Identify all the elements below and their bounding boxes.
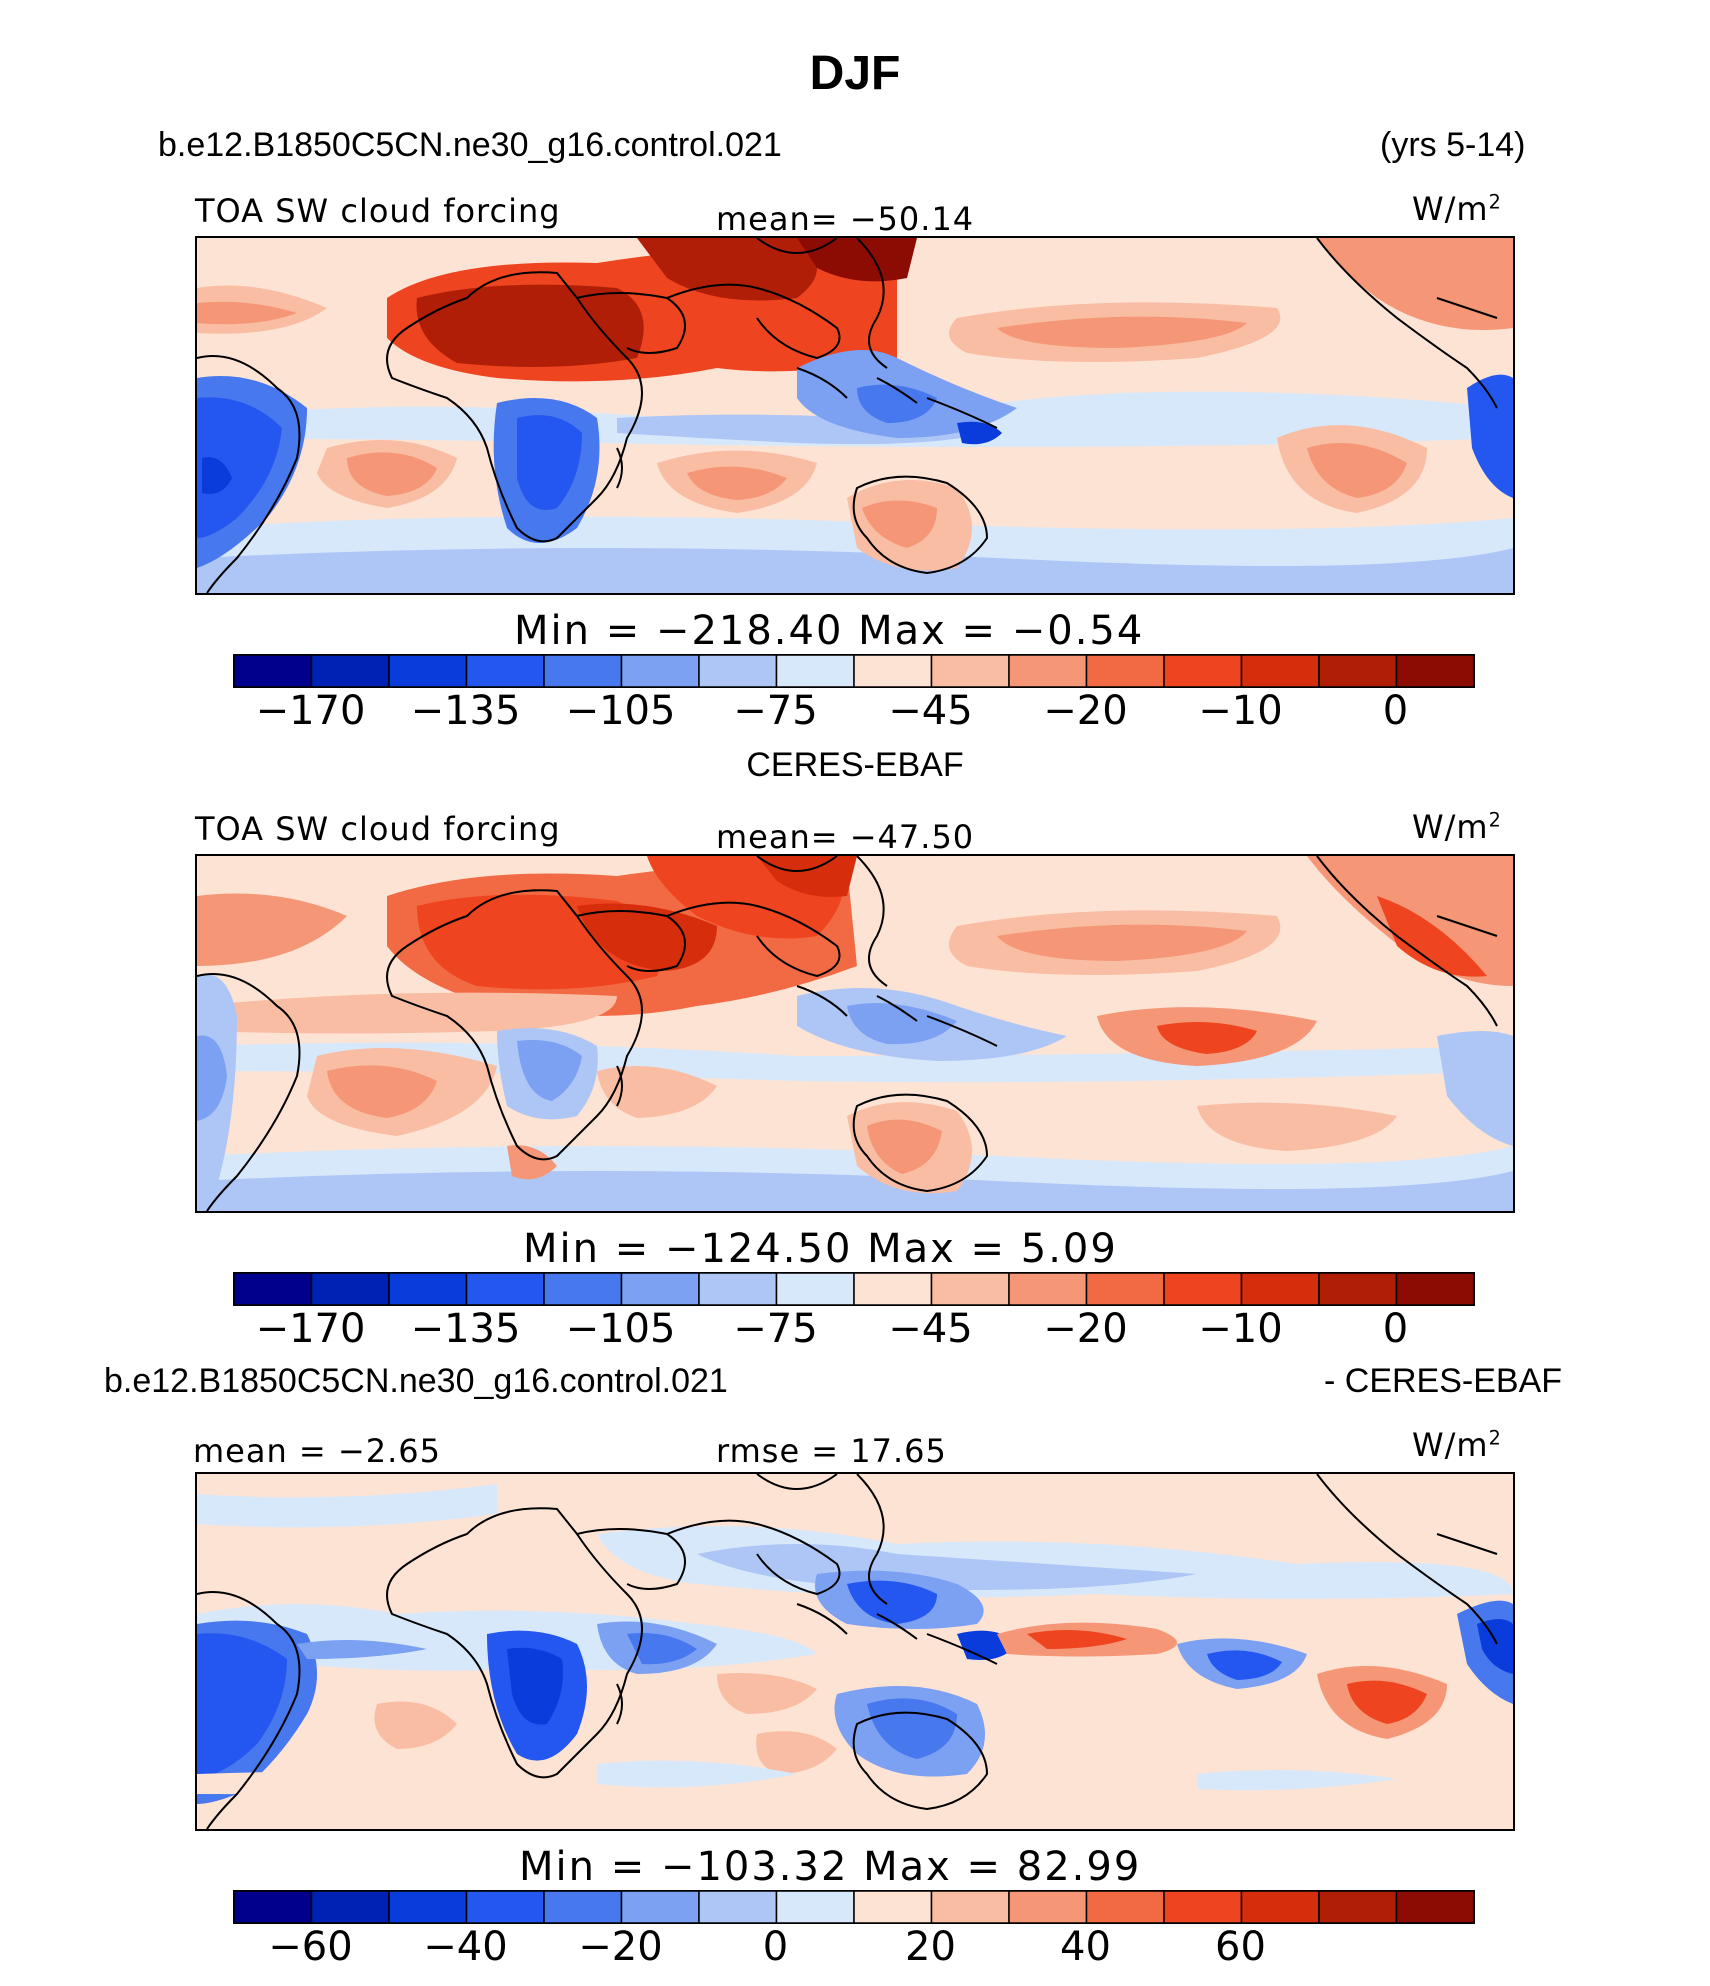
colorbar-segment (853, 1891, 933, 1923)
panel1-map (195, 236, 1515, 595)
panel3-colorbar (233, 1890, 1475, 1924)
colorbar-segment (1163, 1891, 1243, 1923)
colorbar-segment (930, 1273, 1010, 1305)
years-label: (yrs 5-14) (1380, 126, 1526, 164)
panel2-mean: mean= −47.50 (716, 818, 975, 856)
panel3-map (195, 1472, 1515, 1831)
colorbar-tick-label: −20 (578, 1924, 663, 1970)
colorbar-tick-label: 0 (1382, 688, 1409, 734)
colorbar-segment (1085, 655, 1165, 687)
colorbar-tick-label: −135 (410, 1306, 521, 1352)
colorbar-segment (1163, 655, 1243, 687)
colorbar-segment (620, 655, 700, 687)
panel2-colorbar (233, 1272, 1475, 1306)
colorbar-tick-label: −45 (888, 1306, 973, 1352)
colorbar-tick-label: −45 (888, 688, 973, 734)
colorbar-tick-label: −135 (410, 688, 521, 734)
colorbar-segment (543, 655, 623, 687)
colorbar-tick-label: −75 (733, 688, 818, 734)
colorbar-segment (543, 1891, 623, 1923)
colorbar-segment (388, 655, 468, 687)
colorbar-segment (853, 1273, 933, 1305)
colorbar-tick-label: −105 (565, 688, 676, 734)
colorbar-segment (620, 1273, 700, 1305)
panel1-units: W/m2 (1412, 190, 1502, 228)
colorbar-segment (1085, 1273, 1165, 1305)
colorbar-segment (775, 1273, 855, 1305)
colorbar-segment (310, 1273, 390, 1305)
case-name: b.e12.B1850C5CN.ne30_g16.control.021 (158, 126, 782, 164)
colorbar-segment (234, 1891, 313, 1923)
colorbar-segment (853, 655, 933, 687)
colorbar-tick-label: −75 (733, 1306, 818, 1352)
colorbar-segment (698, 1273, 778, 1305)
colorbar-segment (1008, 1273, 1088, 1305)
panel3-units: W/m2 (1412, 1426, 1502, 1464)
colorbar-tick-label: −170 (255, 688, 366, 734)
colorbar-tick-label: 0 (1382, 1306, 1409, 1352)
panel1-colorbar (233, 654, 1475, 688)
colorbar-tick-label: −170 (255, 1306, 366, 1352)
colorbar-segment (1318, 655, 1398, 687)
colorbar-segment (930, 1891, 1010, 1923)
colorbar-segment (465, 655, 545, 687)
colorbar-tick-label: −10 (1198, 1306, 1283, 1352)
colorbar-segment (698, 1891, 778, 1923)
colorbar-segment (620, 1891, 700, 1923)
diff-case-name: b.e12.B1850C5CN.ne30_g16.control.021 (104, 1362, 728, 1400)
colorbar-segment (543, 1273, 623, 1305)
panel1-minmax: Min = −218.40 Max = −0.54 (514, 608, 1145, 654)
colorbar-segment (1240, 1891, 1320, 1923)
panel2-variable: TOA SW cloud forcing (195, 810, 561, 848)
colorbar-tick-label: −20 (1043, 688, 1128, 734)
colorbar-segment (234, 1273, 313, 1305)
page-title: DJF (809, 47, 901, 100)
colorbar-segment (1395, 1273, 1474, 1305)
colorbar-segment (1163, 1273, 1243, 1305)
colorbar-segment (1318, 1891, 1398, 1923)
panel2-map (195, 854, 1515, 1213)
colorbar-segment (1395, 1891, 1474, 1923)
colorbar-segment (310, 1891, 390, 1923)
colorbar-segment (775, 1891, 855, 1923)
panel3-mean: mean = −2.65 (193, 1432, 441, 1470)
colorbar-segment (1008, 1891, 1088, 1923)
colorbar-tick-label: 20 (905, 1924, 956, 1970)
panel1-mean: mean= −50.14 (716, 200, 975, 238)
colorbar-segment (698, 655, 778, 687)
colorbar-segment (465, 1891, 545, 1923)
colorbar-segment (1008, 655, 1088, 687)
panel2-subtitle: CERES-EBAF (746, 746, 964, 784)
panel2-units: W/m2 (1412, 808, 1502, 846)
colorbar-segment (775, 655, 855, 687)
colorbar-segment (234, 655, 313, 687)
colorbar-segment (465, 1273, 545, 1305)
colorbar-segment (310, 655, 390, 687)
colorbar-segment (388, 1273, 468, 1305)
panel3-rmse: rmse = 17.65 (716, 1432, 947, 1470)
colorbar-tick-label: −60 (268, 1924, 353, 1970)
diff-suffix: - CERES-EBAF (1324, 1362, 1563, 1400)
panel3-minmax: Min = −103.32 Max = 82.99 (519, 1844, 1142, 1890)
colorbar-segment (1085, 1891, 1165, 1923)
colorbar-tick-label: −40 (423, 1924, 508, 1970)
panel1-variable: TOA SW cloud forcing (195, 192, 561, 230)
colorbar-tick-label: 40 (1060, 1924, 1111, 1970)
colorbar-tick-label: −105 (565, 1306, 676, 1352)
colorbar-segment (930, 655, 1010, 687)
colorbar-segment (1240, 655, 1320, 687)
colorbar-tick-label: 60 (1215, 1924, 1266, 1970)
colorbar-tick-label: 0 (762, 1924, 789, 1970)
colorbar-segment (388, 1891, 468, 1923)
colorbar-segment (1395, 655, 1474, 687)
panel2-minmax: Min = −124.50 Max = 5.09 (523, 1226, 1118, 1272)
colorbar-segment (1318, 1273, 1398, 1305)
colorbar-tick-label: −20 (1043, 1306, 1128, 1352)
colorbar-tick-label: −10 (1198, 688, 1283, 734)
colorbar-segment (1240, 1273, 1320, 1305)
